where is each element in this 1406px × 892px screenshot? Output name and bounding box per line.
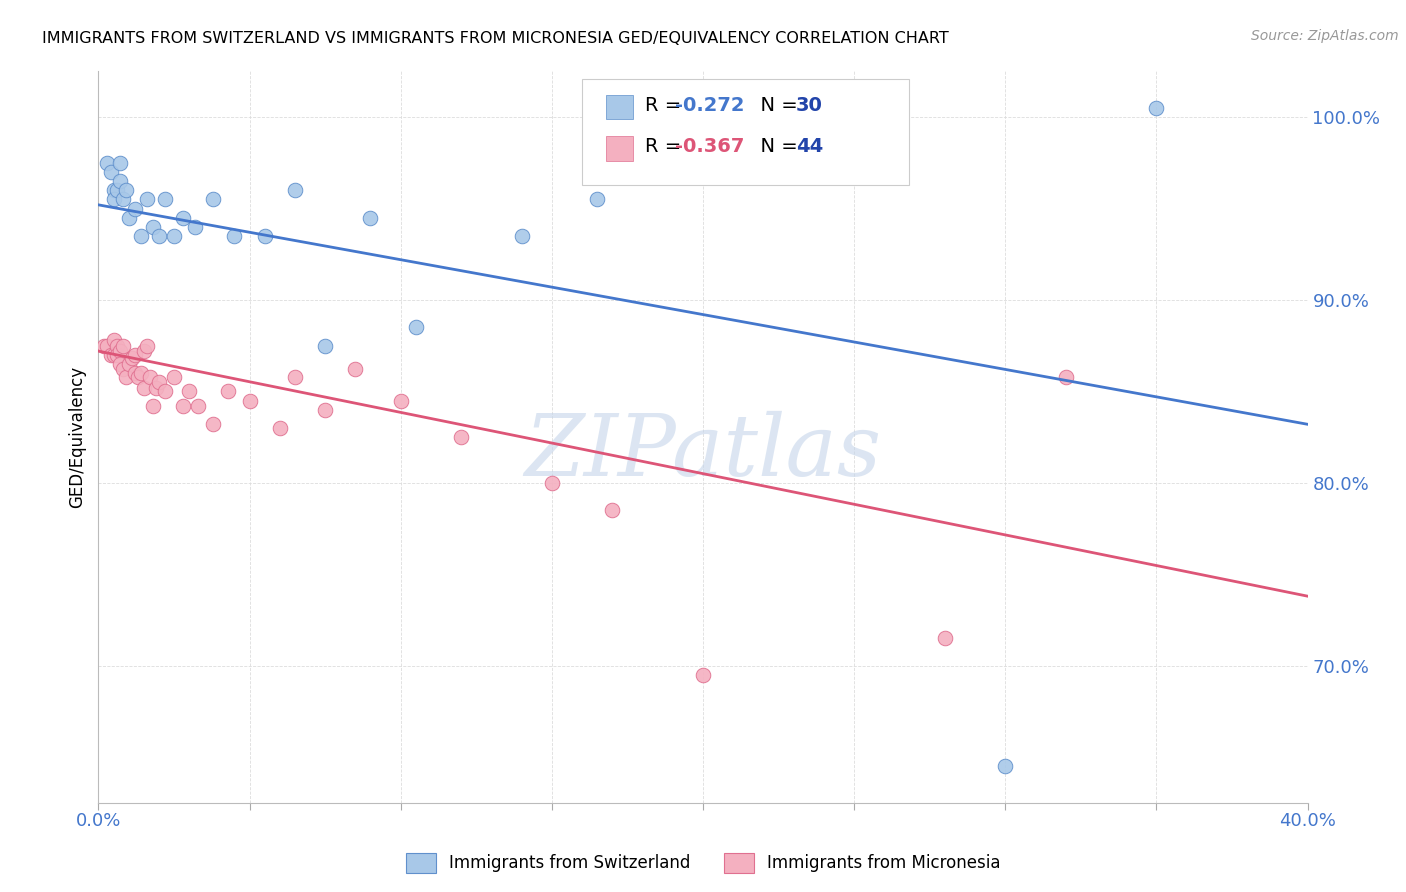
Point <box>127 369 149 384</box>
Point <box>139 369 162 384</box>
Point <box>450 430 472 444</box>
Point <box>224 228 246 243</box>
Point <box>253 228 276 243</box>
Text: N =: N = <box>748 137 804 156</box>
Text: -0.367: -0.367 <box>675 137 745 156</box>
Point <box>100 348 122 362</box>
Point <box>108 344 131 359</box>
Point <box>284 183 307 197</box>
Text: Source: ZipAtlas.com: Source: ZipAtlas.com <box>1251 29 1399 43</box>
Point <box>184 219 207 234</box>
Y-axis label: GED/Equivalency: GED/Equivalency <box>69 366 87 508</box>
Text: 40.0%: 40.0% <box>1279 812 1336 830</box>
Point <box>111 362 134 376</box>
Point <box>163 369 186 384</box>
Point <box>360 211 382 225</box>
Point <box>284 369 307 384</box>
Point <box>692 667 714 681</box>
Point <box>540 475 562 490</box>
Point <box>142 399 165 413</box>
Legend: Immigrants from Switzerland, Immigrants from Micronesia: Immigrants from Switzerland, Immigrants … <box>399 847 1007 880</box>
Point <box>602 503 624 517</box>
Point <box>105 183 128 197</box>
Point <box>103 333 125 347</box>
Point <box>179 384 201 399</box>
Point <box>121 351 143 366</box>
Point <box>153 192 176 206</box>
Point <box>132 381 155 395</box>
Point <box>510 228 533 243</box>
Point <box>93 338 115 352</box>
Point <box>132 344 155 359</box>
FancyBboxPatch shape <box>582 78 908 185</box>
Point <box>100 165 122 179</box>
Point <box>172 211 194 225</box>
Point <box>187 399 209 413</box>
Point <box>135 338 157 352</box>
Point <box>586 192 609 206</box>
Point <box>108 174 131 188</box>
Point <box>148 375 170 389</box>
Point <box>111 192 134 206</box>
FancyBboxPatch shape <box>606 136 633 161</box>
Point <box>344 362 367 376</box>
Text: ZIPatlas: ZIPatlas <box>524 410 882 493</box>
Text: N =: N = <box>748 95 804 114</box>
Point <box>108 357 131 371</box>
Point <box>105 338 128 352</box>
Point <box>129 228 152 243</box>
Point <box>405 320 427 334</box>
Point <box>103 183 125 197</box>
Point <box>239 393 262 408</box>
Point <box>142 219 165 234</box>
Point <box>129 366 152 380</box>
Point <box>145 381 167 395</box>
Point <box>135 192 157 206</box>
Point <box>105 348 128 362</box>
Point <box>103 348 125 362</box>
Point <box>153 384 176 399</box>
Point <box>114 183 136 197</box>
Text: 44: 44 <box>796 137 824 156</box>
Point <box>114 369 136 384</box>
Point <box>124 366 146 380</box>
Point <box>269 421 291 435</box>
Point <box>202 192 225 206</box>
Point <box>217 384 239 399</box>
Text: -0.272: -0.272 <box>675 95 745 114</box>
Point <box>1144 101 1167 115</box>
Point <box>124 202 146 216</box>
Point <box>108 155 131 169</box>
Point <box>96 155 118 169</box>
Text: 0.0%: 0.0% <box>76 812 121 830</box>
Text: 30: 30 <box>796 95 823 114</box>
Point <box>994 759 1017 773</box>
Point <box>314 338 336 352</box>
Point <box>314 402 336 417</box>
Text: R =: R = <box>645 137 688 156</box>
Point <box>1054 369 1077 384</box>
Point <box>163 228 186 243</box>
Point <box>103 192 125 206</box>
Point <box>389 393 412 408</box>
Point <box>118 357 141 371</box>
Text: IMMIGRANTS FROM SWITZERLAND VS IMMIGRANTS FROM MICRONESIA GED/EQUIVALENCY CORREL: IMMIGRANTS FROM SWITZERLAND VS IMMIGRANT… <box>42 31 949 46</box>
Point <box>148 228 170 243</box>
Point <box>202 417 225 432</box>
Point <box>118 211 141 225</box>
Point <box>124 348 146 362</box>
Point <box>96 338 118 352</box>
Point <box>111 338 134 352</box>
Point <box>172 399 194 413</box>
Point <box>934 631 956 645</box>
FancyBboxPatch shape <box>606 95 633 119</box>
Text: R =: R = <box>645 95 688 114</box>
